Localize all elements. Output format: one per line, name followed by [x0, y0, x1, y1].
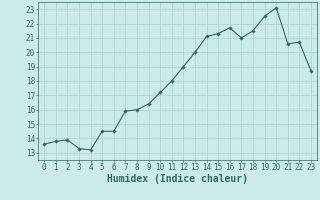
X-axis label: Humidex (Indice chaleur): Humidex (Indice chaleur): [107, 174, 248, 184]
